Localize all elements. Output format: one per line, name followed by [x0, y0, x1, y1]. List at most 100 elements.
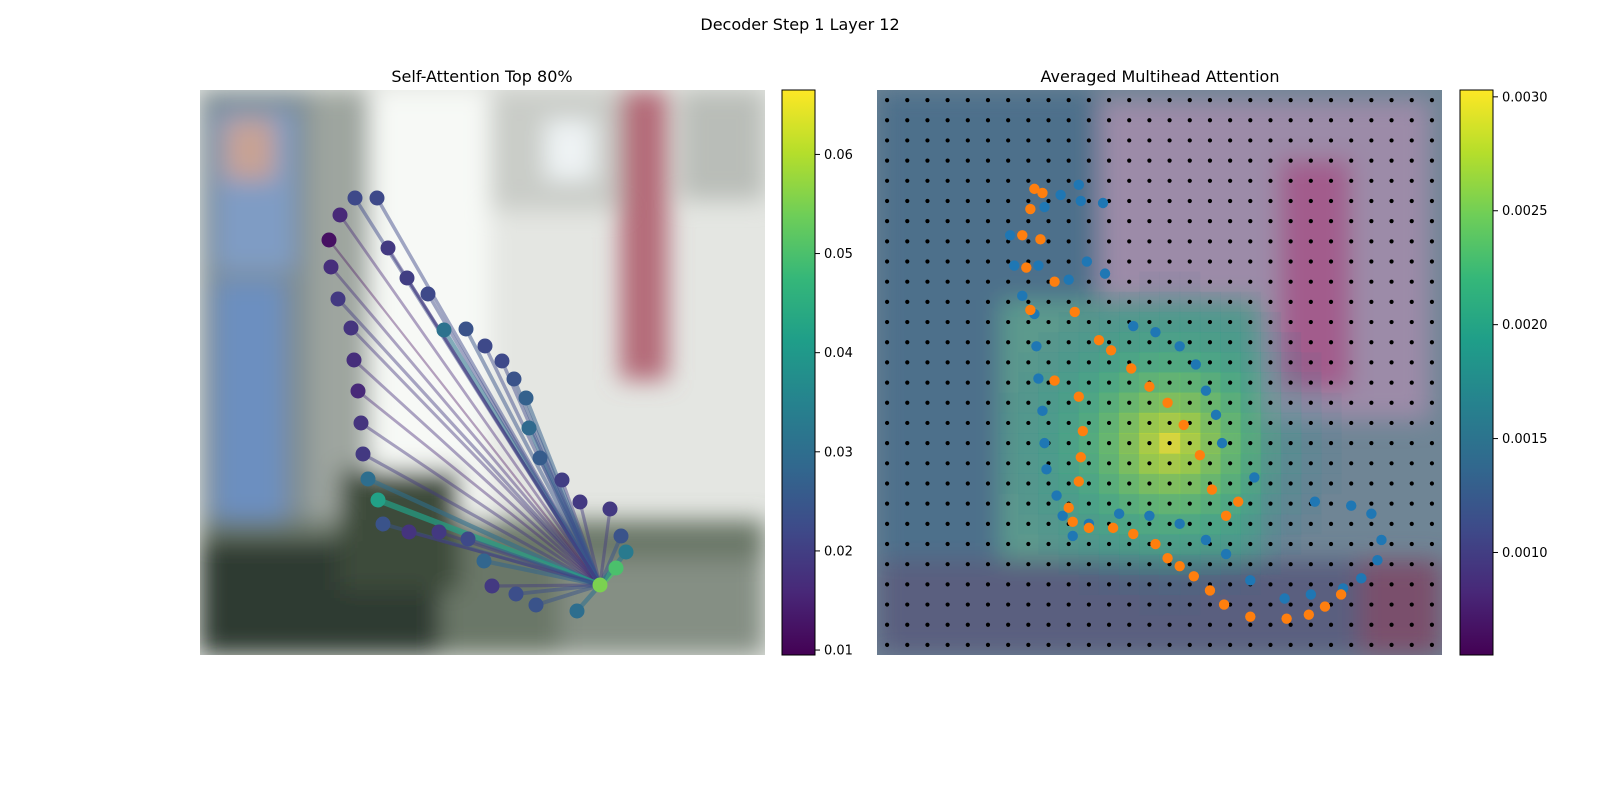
grid-dot: [1207, 360, 1213, 365]
blue-point: [1075, 195, 1087, 207]
grid-dot: [1328, 219, 1334, 224]
grid-dot: [945, 481, 950, 486]
grid-dot: [1046, 97, 1051, 103]
grid-dot: [1086, 501, 1091, 506]
grid-dot: [1268, 400, 1273, 405]
grid-dot: [1248, 501, 1253, 506]
grid-dot: [1006, 501, 1011, 506]
grid-dot: [1106, 118, 1112, 123]
grid-dot: [985, 158, 991, 163]
attention-line: [481, 558, 603, 588]
grid-dot: [1369, 299, 1374, 304]
grid-dot: [1268, 420, 1273, 426]
grid-dot: [1106, 441, 1112, 446]
grid-dot: [1167, 441, 1172, 446]
orange-points: [1017, 183, 1347, 624]
grid-dot: [965, 380, 970, 385]
grid-dot: [1106, 400, 1112, 405]
grid-dot: [884, 118, 890, 123]
grid-dot: [1207, 259, 1213, 264]
grid-dot: [1248, 319, 1253, 325]
grid-dot: [1248, 481, 1253, 486]
grid-dot: [1288, 138, 1293, 143]
contour-point: [369, 190, 385, 206]
grid-dot: [1026, 279, 1031, 284]
grid-dot: [925, 360, 930, 365]
grid-dot: [1006, 198, 1011, 204]
grid-dot: [1308, 219, 1313, 224]
grid-dot: [1369, 360, 1374, 365]
grid-dot: [1127, 481, 1132, 486]
blue-point: [1305, 589, 1317, 600]
grid-dot: [1046, 602, 1051, 607]
grid-dot: [1248, 97, 1253, 103]
orange-point: [1093, 335, 1105, 346]
grid-dot: [1369, 97, 1374, 103]
grid-dot: [925, 481, 930, 486]
grid-dot: [925, 380, 930, 385]
grid-dot: [1308, 541, 1313, 547]
grid-dot: [1046, 420, 1051, 426]
colorbar-tick-label: 0.05: [824, 247, 853, 262]
grid-dot: [1046, 541, 1051, 547]
grid-dot: [1046, 158, 1051, 163]
blue-point: [1113, 508, 1125, 519]
blue-point: [1366, 508, 1377, 519]
grid-dot: [1369, 562, 1374, 567]
grid-dot: [1147, 259, 1152, 264]
grid-dot: [905, 380, 910, 385]
orange-point: [1128, 528, 1139, 540]
grid-dot: [1328, 299, 1334, 304]
grid-dot: [1389, 481, 1394, 486]
grid-dot: [1389, 219, 1394, 224]
grid-dot: [1026, 340, 1031, 345]
orange-point: [1220, 510, 1232, 521]
grid-dot: [1369, 501, 1374, 506]
grid-dot: [1288, 97, 1293, 103]
grid-dot: [1187, 178, 1192, 183]
grid-dot: [1349, 138, 1354, 143]
grid-dot: [1187, 562, 1192, 567]
grid-dot: [1106, 622, 1112, 627]
grid-dot: [1187, 239, 1192, 244]
grid-dot: [1228, 158, 1233, 163]
grid-dot: [985, 642, 991, 648]
grid-dot: [1268, 178, 1273, 183]
grid-dot: [1288, 158, 1293, 163]
grid-dot: [1086, 118, 1091, 123]
grid-dot: [1127, 259, 1132, 264]
grid-dot: [1147, 461, 1152, 466]
grid-dot: [1207, 239, 1213, 244]
grid-dot: [1066, 622, 1071, 627]
grid-dot: [1308, 138, 1313, 143]
grid-dot: [1026, 360, 1031, 365]
grid-dot: [985, 400, 991, 405]
grid-dot: [1147, 642, 1152, 648]
grid-dot: [1288, 198, 1293, 204]
grid-dot: [1006, 642, 1011, 648]
grid-dot: [1167, 198, 1172, 204]
grid-dot: [965, 521, 970, 526]
grid-dot: [1328, 118, 1334, 123]
orange-point: [1025, 304, 1036, 316]
grid-dot: [1127, 441, 1132, 446]
blue-point: [1150, 326, 1161, 338]
contour-point: [458, 321, 474, 337]
grid-dot: [1006, 97, 1011, 103]
grid-dot: [1026, 602, 1031, 607]
grid-dot: [1127, 521, 1132, 526]
grid-dot: [1268, 239, 1273, 244]
grid-dot: [1066, 198, 1071, 204]
grid-dot: [1409, 158, 1414, 163]
grid-dot: [1409, 420, 1414, 426]
grid-dot: [1086, 481, 1091, 486]
grid-dot: [1369, 481, 1374, 486]
attention-line: [375, 497, 603, 588]
grid-dot: [965, 622, 970, 627]
grid-dot: [1268, 279, 1273, 284]
grid-dot: [1026, 622, 1031, 627]
orange-point: [1021, 262, 1032, 273]
grid-dot: [1429, 138, 1435, 143]
grid-dot: [1127, 178, 1132, 183]
grid-dot: [1328, 178, 1334, 183]
